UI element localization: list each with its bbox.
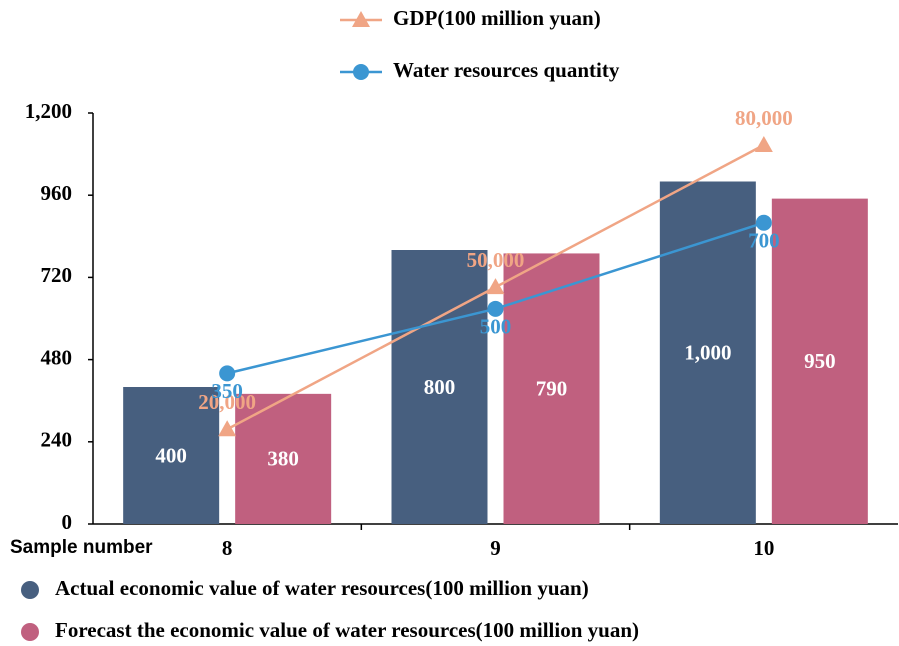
legend-label: Water resources quantity bbox=[393, 58, 620, 82]
legend-marker bbox=[352, 11, 370, 27]
data-label: 80,000 bbox=[735, 106, 793, 130]
data-label: 350 bbox=[211, 379, 243, 403]
x-tick-label: 9 bbox=[490, 536, 501, 560]
legend-label: GDP(100 million yuan) bbox=[393, 6, 601, 30]
legend-marker bbox=[353, 64, 369, 80]
y-tick-label: 480 bbox=[41, 345, 73, 369]
line-marker bbox=[487, 300, 504, 317]
bar bbox=[503, 253, 600, 525]
data-label: 380 bbox=[267, 447, 299, 471]
data-label: 1,000 bbox=[684, 341, 731, 365]
data-label: 950 bbox=[804, 349, 836, 373]
y-tick-label: 0 bbox=[62, 510, 73, 534]
data-label: 50,000 bbox=[467, 248, 525, 272]
y-tick-label: 240 bbox=[41, 428, 73, 452]
line-marker bbox=[218, 420, 237, 437]
legend-marker bbox=[21, 581, 39, 599]
line-marker bbox=[219, 365, 236, 382]
legend-marker bbox=[21, 623, 39, 641]
data-label: 800 bbox=[424, 375, 456, 399]
data-label: 20,000 bbox=[198, 390, 256, 414]
line-marker bbox=[755, 214, 772, 231]
data-label: 790 bbox=[536, 377, 568, 401]
legend-label: Forecast the economic value of water res… bbox=[55, 618, 639, 642]
x-tick-label: 10 bbox=[753, 536, 774, 560]
bar bbox=[771, 198, 868, 524]
data-label: 400 bbox=[155, 443, 187, 467]
line-marker bbox=[486, 278, 505, 295]
legend-label: Actual economic value of water resources… bbox=[55, 576, 589, 600]
y-tick-label: 1,200 bbox=[25, 99, 72, 123]
bar bbox=[659, 181, 756, 524]
bar bbox=[391, 250, 488, 524]
y-tick-label: 960 bbox=[41, 181, 73, 205]
line-marker bbox=[754, 136, 773, 153]
y-tick-label: 720 bbox=[41, 263, 73, 287]
data-label: 700 bbox=[748, 229, 780, 253]
bar bbox=[123, 387, 220, 524]
data-label: 500 bbox=[480, 315, 512, 339]
x-tick-label: 8 bbox=[222, 536, 233, 560]
x-axis-title: Sample number bbox=[10, 537, 153, 558]
